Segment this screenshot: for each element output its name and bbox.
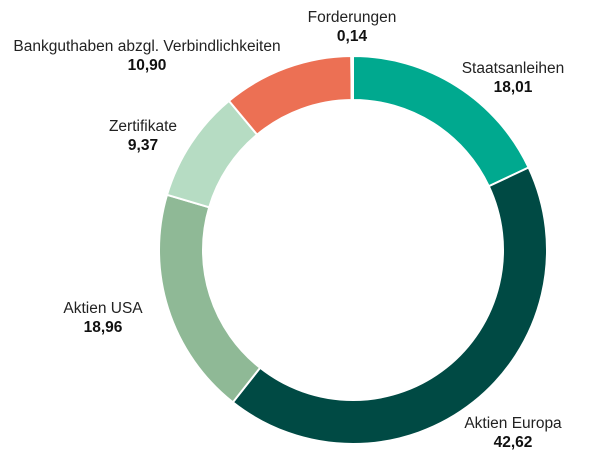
slice-label-bankguthaben-abzgl-verbindlichkeiten: Bankguthaben abzgl. Verbindlichkeiten — [13, 38, 280, 55]
slice-bankguthaben-abzgl-verbindlichkeiten — [227, 55, 353, 136]
slice-labels: Staatsanleihen 18,01 Aktien Europa 42,62 Akt… — [13, 9, 564, 451]
slice-aktien-usa — [158, 193, 262, 404]
slice-value-staatsanleihen: 18,01 — [494, 79, 533, 96]
slice-value-zertifikate: 9,37 — [128, 137, 158, 154]
slice-value-aktien-europa: 42,62 — [494, 434, 533, 451]
slice-label-forderungen: Forderungen — [308, 9, 397, 26]
slice-value-bankguthaben-abzgl-verbindlichkeiten: 10,90 — [128, 57, 167, 74]
slice-label-staatsanleihen: Staatsanleihen — [462, 60, 565, 77]
slice-value-forderungen: 0,14 — [337, 28, 368, 45]
slice-value-aktien-usa: 18,96 — [84, 319, 123, 336]
slice-label-aktien-usa: Aktien USA — [63, 300, 143, 317]
slice-label-zertifikate: Zertifikate — [109, 118, 177, 135]
slice-forderungen — [350, 55, 354, 102]
donut-slices — [158, 55, 548, 445]
slice-label-aktien-europa: Aktien Europa — [464, 415, 562, 432]
slice-aktien-europa — [231, 166, 548, 445]
